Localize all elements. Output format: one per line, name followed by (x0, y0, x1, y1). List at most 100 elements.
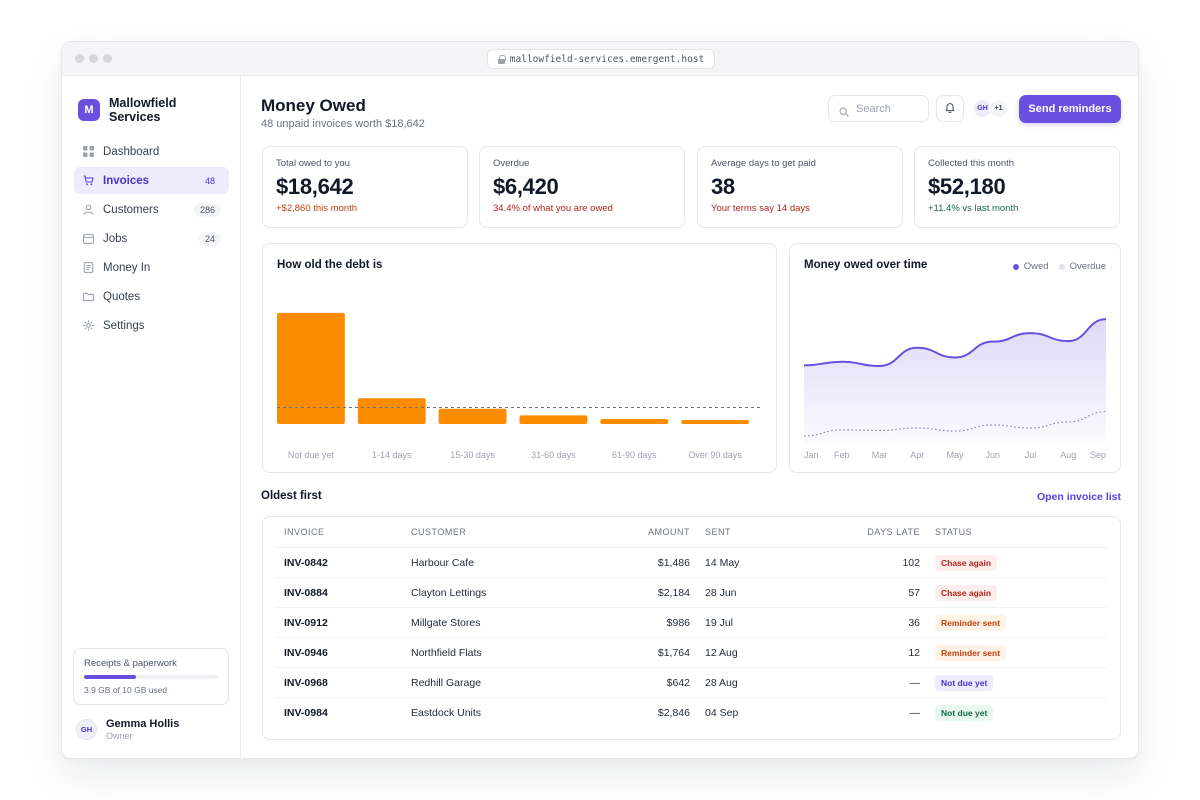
storage-title: Receipts & paperwork (84, 658, 177, 669)
stat-delta: Your terms say 14 days (711, 203, 810, 214)
cart-icon (83, 175, 94, 186)
status-badge: Chase again (935, 554, 998, 571)
stat-label: Average days to get paid (711, 158, 816, 169)
sidebar-item-invoices[interactable]: Invoices 48 (74, 167, 229, 194)
column-header-days-late[interactable]: DAYS LATE (867, 527, 920, 537)
brand-name: Mallowfield Services (109, 96, 177, 124)
storage-progress-bar (84, 675, 218, 679)
brand-logo: M (78, 99, 100, 121)
table-row[interactable]: INV-0912 Millgate Stores $986 19 Jul 36 Remin… (275, 608, 1106, 638)
status-badge: Chase again (935, 584, 998, 601)
stat-card-overdue: Overdue $6,420 34.4% of what you are owe… (479, 146, 685, 228)
sidebar-item-label: Money In (103, 261, 151, 274)
column-header-amount[interactable]: AMOUNT (648, 527, 690, 537)
page-subtitle: 48 unpaid invoices worth $18,642 (261, 118, 425, 130)
table-row[interactable]: INV-0842 Harbour Cafe $1,486 14 May 102 Chase… (275, 548, 1106, 578)
send-reminders-button[interactable]: Send reminders (1019, 95, 1121, 123)
notifications-button[interactable] (936, 95, 964, 122)
storage-progress-fill (84, 675, 137, 679)
brand[interactable]: M Mallowfield Services (78, 96, 199, 124)
legend-item-overdue[interactable]: Overdue (1058, 261, 1106, 272)
window-maximize-dot[interactable] (103, 54, 112, 63)
days-late: 102 (902, 556, 920, 569)
address-url: mallowfield-services.emergent.host (509, 53, 705, 65)
stat-delta: +$2,860 this month (276, 203, 358, 214)
collaborator-avatars[interactable]: GH +1 (973, 99, 1008, 118)
sidebar-item-customers[interactable]: Customers 286 (74, 196, 229, 223)
column-header-customer[interactable]: CUSTOMER (411, 527, 467, 537)
grid-icon (83, 146, 94, 157)
legend-dot (1012, 263, 1019, 270)
invoices-table: INVOICE CUSTOMER AMOUNT SENT DAYS LATE S… (262, 516, 1121, 740)
bar-over-90-days (681, 420, 749, 424)
main-content: Money Owed 48 unpaid invoices worth $18,… (242, 76, 1138, 758)
days-late: 36 (908, 616, 920, 629)
invoice-id[interactable]: INV-0842 (284, 556, 328, 569)
address-bar[interactable]: mallowfield-services.emergent.host (487, 49, 715, 69)
search-icon (839, 104, 849, 117)
owed-over-time-area-chart: Jan Feb Mar Apr May Jun Jul Aug Sep (803, 318, 1107, 460)
person-icon (83, 204, 94, 215)
page-title: Money Owed (261, 96, 366, 115)
stat-delta: 34.4% of what you are owed (493, 203, 613, 214)
invoice-id[interactable]: INV-0884 (284, 586, 328, 599)
sidebar-item-jobs[interactable]: Jobs 24 (74, 225, 229, 252)
stat-card-average-days: Average days to get paid 38 Your terms s… (697, 146, 903, 228)
avatar-more-count: +1 (989, 99, 1008, 118)
window-close-dot[interactable] (75, 54, 84, 63)
open-invoice-list-link[interactable]: Open invoice list (1036, 491, 1121, 503)
sidebar-item-money-in[interactable]: Money In (74, 254, 229, 281)
chart-title: Money owed over time (804, 259, 928, 271)
x-tick-label: 61-90 days (612, 450, 657, 460)
column-header-status[interactable]: STATUS (935, 527, 973, 537)
invoice-id[interactable]: INV-0912 (284, 616, 328, 629)
user-profile[interactable]: GH Gemma Hollis Owner (76, 718, 179, 741)
customer-name: Northfield Flats (411, 646, 482, 659)
invoice-amount: $2,184 (657, 586, 690, 599)
table-row[interactable]: INV-0946 Northfield Flats $1,764 12 Aug 12 Re… (275, 638, 1106, 668)
user-role: Owner (106, 731, 133, 741)
receipt-icon (83, 262, 94, 273)
debt-age-chart-card: How old the debt is Not due yet 1-14 days… (262, 243, 777, 473)
table-row[interactable]: INV-0968 Redhill Garage $642 28 Aug — Not due… (275, 668, 1106, 698)
sidebar-item-label: Invoices (103, 174, 150, 187)
invoice-id[interactable]: INV-0968 (284, 676, 328, 689)
column-header-sent[interactable]: SENT (705, 527, 732, 537)
customer-name: Clayton Lettings (411, 586, 487, 599)
bell-icon (945, 100, 955, 118)
chart-legend: Owed Overdue (1012, 261, 1106, 272)
sidebar-item-label: Jobs (103, 232, 128, 245)
x-tick-label: 31-60 days (531, 450, 576, 460)
invoice-id[interactable]: INV-0984 (284, 707, 328, 719)
sidebar-item-label: Quotes (103, 290, 141, 303)
days-late: 57 (908, 586, 920, 599)
table-row[interactable]: INV-0884 Clayton Lettings $2,184 28 Jun 57 Ch… (275, 578, 1106, 608)
sidebar-item-dashboard[interactable]: Dashboard (74, 138, 229, 165)
sidebar-item-count: 24 (198, 231, 221, 246)
window-minimize-dot[interactable] (89, 54, 98, 63)
x-tick-label: Jul (1025, 450, 1037, 460)
column-header-invoice[interactable]: INVOICE (284, 527, 325, 537)
x-tick-label: Over 90 days (688, 450, 742, 460)
browser-titlebar: mallowfield-services.emergent.host (62, 42, 1138, 76)
owed-over-time-chart-card: Money owed over time Owed Overdue Jan Feb… (789, 243, 1121, 473)
avatar: GH (76, 719, 97, 740)
bar-not-due-yet (277, 312, 345, 424)
browser-window: mallowfield-services.emergent.host M Mal… (61, 41, 1139, 759)
invoice-id[interactable]: INV-0946 (284, 646, 328, 659)
legend-item-owed[interactable]: Owed (1012, 261, 1049, 272)
invoice-amount: $1,764 (657, 646, 690, 659)
legend-label: Overdue (1069, 261, 1106, 272)
x-tick-label: Jan (804, 450, 819, 460)
sidebar-item-quotes[interactable]: Quotes (74, 283, 229, 310)
sidebar-item-label: Customers (103, 203, 159, 216)
gear-icon (83, 320, 94, 331)
table-row[interactable]: INV-0984 Eastdock Units $2,846 04 Sep — Not d… (275, 698, 1106, 728)
sent-date: 04 Sep (705, 707, 739, 719)
sidebar-item-settings[interactable]: Settings (74, 312, 229, 339)
table-header-row: INVOICE CUSTOMER AMOUNT SENT DAYS LATE S… (275, 517, 1106, 548)
lock-icon (497, 55, 506, 64)
owed-series-line (803, 318, 1107, 368)
stat-card-total-owed: Total owed to you $18,642 +$2,860 this m… (262, 146, 468, 228)
invoice-amount: $642 (666, 676, 690, 689)
